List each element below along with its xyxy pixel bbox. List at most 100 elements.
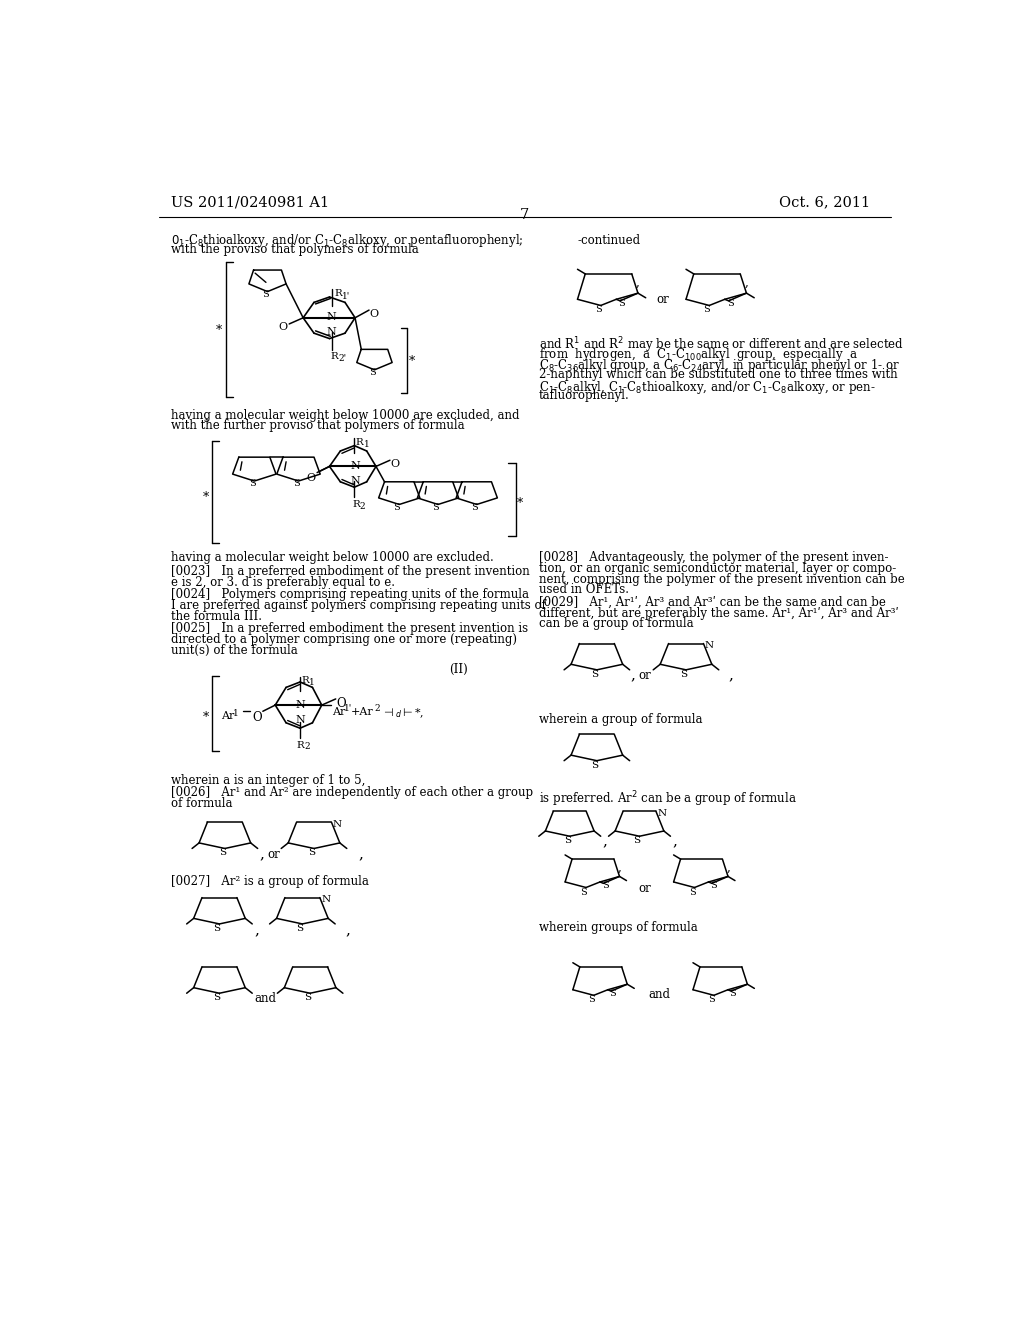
Text: wherein a group of formula: wherein a group of formula bbox=[539, 713, 702, 726]
Text: N: N bbox=[705, 642, 714, 651]
Text: R: R bbox=[302, 676, 309, 685]
Text: 2: 2 bbox=[359, 502, 366, 511]
Text: S: S bbox=[609, 989, 616, 998]
Text: S: S bbox=[618, 298, 625, 308]
Text: S: S bbox=[710, 880, 717, 890]
Text: S: S bbox=[219, 849, 226, 858]
Text: ,: , bbox=[617, 861, 622, 874]
Text: S: S bbox=[308, 849, 315, 858]
Text: [0029]   Ar¹, Ar¹ʹ, Ar³ and Ar³ʹ can be the same and can be: [0029] Ar¹, Ar¹ʹ, Ar³ and Ar³ʹ can be th… bbox=[539, 595, 886, 609]
Text: 2-naphthyl which can be substituted one to three times with: 2-naphthyl which can be substituted one … bbox=[539, 368, 897, 381]
Text: S: S bbox=[304, 993, 311, 1002]
Text: *: * bbox=[203, 491, 209, 504]
Text: $\dashv_d\vdash$*,: $\dashv_d\vdash$*, bbox=[381, 706, 424, 721]
Text: 1: 1 bbox=[233, 709, 240, 718]
Text: N: N bbox=[350, 477, 360, 486]
Text: and: and bbox=[254, 993, 276, 1006]
Text: R: R bbox=[352, 499, 359, 508]
Text: Ar: Ar bbox=[332, 706, 345, 717]
Text: having a molecular weight below 10000 are excluded.: having a molecular weight below 10000 ar… bbox=[171, 552, 494, 564]
Text: 2': 2' bbox=[338, 354, 346, 363]
Text: having a molecular weight below 10000 are excluded, and: having a molecular weight below 10000 ar… bbox=[171, 409, 519, 421]
Text: [0023]   In a preferred embodiment of the present invention: [0023] In a preferred embodiment of the … bbox=[171, 565, 529, 578]
Text: 1: 1 bbox=[364, 441, 370, 449]
Text: US 2011/0240981 A1: US 2011/0240981 A1 bbox=[171, 195, 329, 210]
Text: S: S bbox=[588, 995, 595, 1005]
Text: N: N bbox=[350, 461, 360, 471]
Text: 7: 7 bbox=[520, 209, 529, 223]
Text: ,: , bbox=[260, 847, 264, 862]
Text: ,: , bbox=[726, 861, 730, 874]
Text: S: S bbox=[591, 760, 598, 770]
Text: S: S bbox=[680, 669, 687, 678]
Text: O: O bbox=[370, 309, 379, 318]
Text: (II): (II) bbox=[450, 663, 468, 676]
Text: -continued: -continued bbox=[578, 234, 641, 247]
Text: N: N bbox=[327, 327, 337, 337]
Text: ,: , bbox=[672, 834, 677, 849]
Text: or: or bbox=[656, 293, 670, 306]
Text: S: S bbox=[471, 503, 478, 512]
Text: N: N bbox=[333, 820, 342, 829]
Text: different, but are preferably the same. Ar¹, Ar¹ʹ, Ar³ and Ar³ʹ: different, but are preferably the same. … bbox=[539, 607, 898, 619]
Text: O: O bbox=[391, 459, 399, 469]
Text: R: R bbox=[331, 352, 338, 362]
Text: the formula III.: the formula III. bbox=[171, 610, 261, 623]
Text: S: S bbox=[581, 887, 587, 896]
Text: S: S bbox=[709, 995, 715, 1005]
Text: S: S bbox=[689, 887, 695, 896]
Text: unit(s) of the formula: unit(s) of the formula bbox=[171, 644, 297, 656]
Text: ,: , bbox=[729, 668, 733, 682]
Text: +Ar: +Ar bbox=[351, 706, 374, 717]
Text: S: S bbox=[703, 305, 711, 314]
Text: or: or bbox=[638, 669, 650, 682]
Text: C$_1$-C$_8$alkyl, C$_1$-C$_8$thioalkoxy, and/or C$_1$-C$_8$alkoxy, or pen-: C$_1$-C$_8$alkyl, C$_1$-C$_8$thioalkoxy,… bbox=[539, 379, 876, 396]
Text: and: and bbox=[649, 989, 671, 1002]
Text: 1: 1 bbox=[309, 678, 315, 688]
Text: from  hydrogen,  a  C$_1$-C$_{100}$alkyl  group,  especially  a: from hydrogen, a C$_1$-C$_{100}$alkyl gr… bbox=[539, 346, 858, 363]
Text: *: * bbox=[409, 355, 415, 368]
Text: [0024]   Polymers comprising repeating units of the formula: [0024] Polymers comprising repeating uni… bbox=[171, 589, 528, 601]
Text: ,: , bbox=[345, 923, 350, 937]
Text: S: S bbox=[727, 298, 733, 308]
Text: wherein groups of formula: wherein groups of formula bbox=[539, 921, 697, 933]
Text: N: N bbox=[657, 809, 667, 818]
Text: S: S bbox=[393, 503, 400, 512]
Text: 1': 1' bbox=[342, 292, 350, 301]
Text: *: * bbox=[203, 711, 209, 725]
Text: or: or bbox=[638, 882, 650, 895]
Text: N: N bbox=[296, 700, 306, 710]
Text: of formula: of formula bbox=[171, 797, 232, 809]
Text: S: S bbox=[602, 880, 608, 890]
Text: O: O bbox=[306, 473, 315, 483]
Text: S: S bbox=[214, 924, 221, 933]
Text: 2: 2 bbox=[375, 705, 380, 713]
Text: ,: , bbox=[602, 834, 607, 849]
Text: I are preferred against polymers comprising repeating units of: I are preferred against polymers compris… bbox=[171, 599, 546, 612]
Text: wherein a is an integer of 1 to 5,: wherein a is an integer of 1 to 5, bbox=[171, 775, 365, 788]
Text: or: or bbox=[267, 847, 281, 861]
Text: S: S bbox=[293, 479, 300, 488]
Text: ,: , bbox=[744, 276, 748, 289]
Text: *: * bbox=[215, 323, 222, 337]
Text: ,: , bbox=[630, 668, 635, 682]
Text: S: S bbox=[262, 290, 268, 300]
Text: R: R bbox=[356, 438, 364, 447]
Text: with the further proviso that polymers of formula: with the further proviso that polymers o… bbox=[171, 420, 464, 433]
Text: [0026]   Ar¹ and Ar² are independently of each other a group: [0026] Ar¹ and Ar² are independently of … bbox=[171, 785, 532, 799]
Text: S: S bbox=[297, 924, 303, 933]
Text: nent, comprising the polymer of the present invention can be: nent, comprising the polymer of the pres… bbox=[539, 573, 904, 586]
Text: Oct. 6, 2011: Oct. 6, 2011 bbox=[779, 195, 870, 210]
Text: N: N bbox=[322, 895, 331, 904]
Text: N: N bbox=[296, 715, 306, 725]
Text: ,: , bbox=[254, 923, 259, 937]
Text: tafluorophenyl.: tafluorophenyl. bbox=[539, 389, 630, 403]
Text: R: R bbox=[334, 289, 342, 298]
Text: tion, or an organic semiconductor material, layer or compo-: tion, or an organic semiconductor materi… bbox=[539, 562, 896, 576]
Text: is preferred. Ar$^2$ can be a group of formula: is preferred. Ar$^2$ can be a group of f… bbox=[539, 789, 797, 809]
Text: directed to a polymer comprising one or more (repeating): directed to a polymer comprising one or … bbox=[171, 632, 517, 645]
Text: S: S bbox=[564, 837, 571, 845]
Text: S: S bbox=[432, 503, 439, 512]
Text: [0025]   In a preferred embodiment the present invention is: [0025] In a preferred embodiment the pre… bbox=[171, 622, 527, 635]
Text: 1': 1' bbox=[344, 705, 352, 713]
